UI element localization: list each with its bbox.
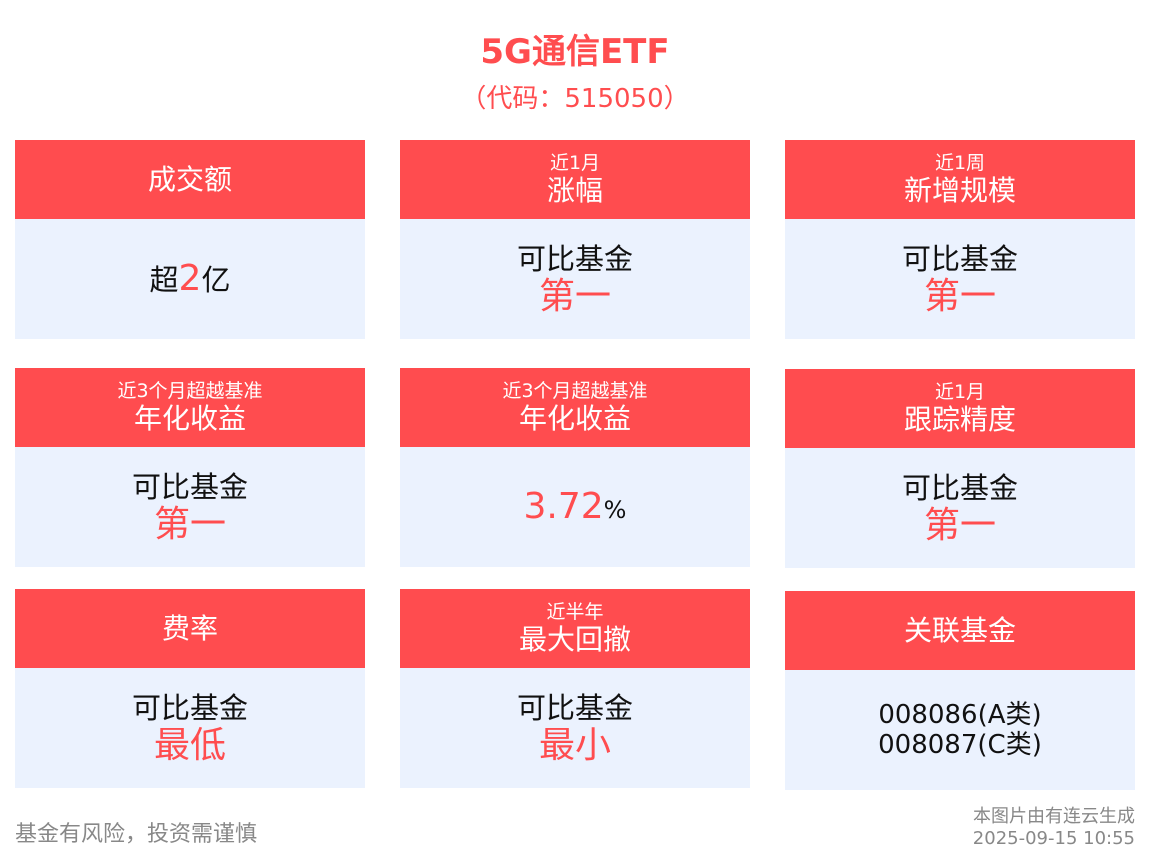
card-3m-excess-return-value: 近3个月超越基准 年化收益 3.72% (400, 368, 750, 567)
card-body: 可比基金 第一 (400, 219, 750, 339)
card-label: 年化收益 (518, 401, 631, 435)
card-sublabel: 近1月 (549, 151, 601, 174)
card-1m-gain: 近1月 涨幅 可比基金 第一 (400, 140, 750, 339)
card-body: 可比基金 第一 (15, 447, 365, 567)
card-body: 3.72% (400, 447, 750, 567)
fund-code-c: 008087(C类) (878, 730, 1042, 760)
card-highlight: 第一 (538, 276, 611, 317)
card-line: 可比基金 (901, 242, 1018, 276)
card-header: 成交额 (15, 140, 365, 219)
card-label: 年化收益 (133, 401, 246, 435)
card-header: 近3个月超越基准 年化收益 (400, 368, 750, 447)
card-fee: 费率 可比基金 最低 (15, 589, 365, 788)
card-highlight: 第一 (923, 505, 996, 546)
value-highlight: 3.72 (523, 485, 604, 527)
card-sublabel: 近1月 (934, 380, 986, 403)
card-body: 超2亿 (15, 219, 365, 339)
timestamp: 2025-09-15 10:55 (972, 828, 1135, 849)
generator-text: 本图片由有连云生成 (973, 806, 1135, 827)
value-highlight: 2 (178, 258, 202, 299)
card-label: 费率 (161, 611, 218, 645)
value-suffix: 亿 (201, 263, 231, 297)
card-max-drawdown: 近半年 最大回撤 可比基金 最小 (400, 589, 750, 788)
card-header: 近1周 新增规模 (785, 140, 1135, 219)
card-body: 可比基金 第一 (785, 448, 1135, 568)
fund-code-a: 008086(A类) (878, 700, 1042, 730)
card-header: 近1月 跟踪精度 (785, 369, 1135, 448)
card-sublabel: 近3个月超越基准 (117, 379, 263, 402)
card-label: 跟踪精度 (903, 402, 1016, 436)
card-highlight: 第一 (923, 276, 996, 317)
card-line: 可比基金 (131, 691, 248, 725)
fund-code: （代码：515050） (460, 84, 690, 114)
card-label: 关联基金 (903, 613, 1016, 647)
card-related-funds: 关联基金 008086(A类) 008087(C类) (785, 591, 1135, 790)
card-sublabel: 近1周 (934, 151, 986, 174)
card-header: 近1月 涨幅 (400, 140, 750, 219)
card-line: 可比基金 (516, 242, 633, 276)
card-label: 最大回撤 (518, 622, 631, 656)
value-suffix: % (603, 495, 627, 524)
risk-disclaimer: 基金有风险，投资需谨慎 (15, 822, 258, 847)
card-label: 成交额 (147, 162, 232, 196)
card-3m-excess-return-rank: 近3个月超越基准 年化收益 可比基金 第一 (15, 368, 365, 567)
card-sublabel: 近3个月超越基准 (502, 379, 648, 402)
card-sublabel: 近半年 (546, 600, 604, 623)
card-turnover: 成交额 超2亿 (15, 140, 365, 339)
value-prefix: 超 (149, 263, 179, 297)
footer-credit: 本图片由有连云生成 2025-09-15 10:55 (973, 806, 1135, 850)
card-body: 可比基金 第一 (785, 219, 1135, 339)
card-label: 新增规模 (903, 173, 1016, 207)
card-body: 可比基金 最低 (15, 668, 365, 788)
card-body: 可比基金 最小 (400, 668, 750, 788)
card-1m-tracking: 近1月 跟踪精度 可比基金 第一 (785, 369, 1135, 568)
card-header: 关联基金 (785, 591, 1135, 670)
card-highlight: 最小 (538, 725, 611, 766)
card-1w-new-scale: 近1周 新增规模 可比基金 第一 (785, 140, 1135, 339)
card-header: 近3个月超越基准 年化收益 (15, 368, 365, 447)
card-header: 近半年 最大回撤 (400, 589, 750, 668)
card-body: 008086(A类) 008087(C类) (785, 670, 1135, 790)
page-title: 5G通信ETF (480, 32, 670, 72)
card-line: 可比基金 (131, 470, 248, 504)
card-label: 涨幅 (546, 173, 603, 207)
card-highlight: 最低 (153, 725, 226, 766)
card-highlight: 第一 (153, 504, 226, 545)
card-line: 可比基金 (901, 471, 1018, 505)
card-line: 可比基金 (516, 691, 633, 725)
card-header: 费率 (15, 589, 365, 668)
